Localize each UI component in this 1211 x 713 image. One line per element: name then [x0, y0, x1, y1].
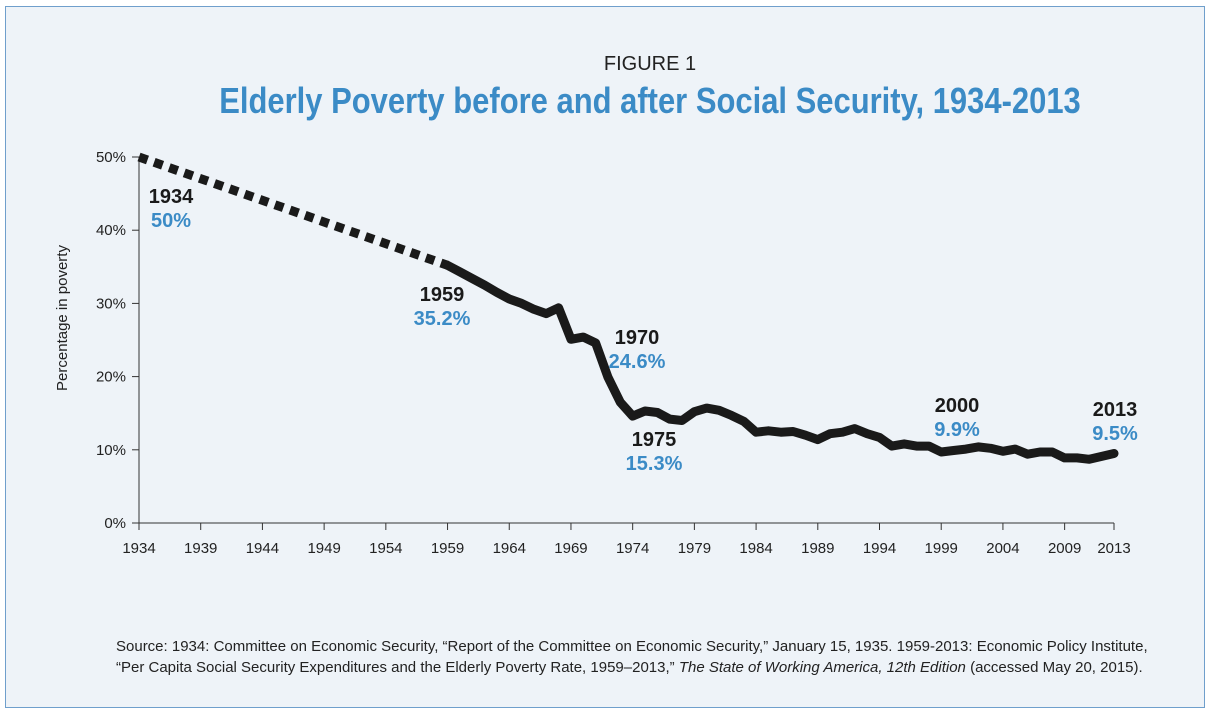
annotation-year: 2013 — [1093, 399, 1138, 421]
annotation-value: 24.6% — [609, 351, 666, 373]
x-tick-label: 1989 — [801, 540, 834, 557]
annotation-value: 50% — [151, 210, 191, 232]
annotation-value: 35.2% — [414, 308, 471, 330]
y-tick-label: 0% — [104, 515, 126, 532]
source-note: Source: 1934: Committee on Economic Secu… — [116, 636, 1156, 678]
annotation-year: 1970 — [615, 327, 660, 349]
series-line-solid — [448, 265, 1115, 459]
x-tick-label: 1979 — [678, 540, 711, 557]
x-tick-label: 1974 — [616, 540, 649, 557]
y-tick-label: 20% — [96, 369, 126, 386]
x-tick-label: 1954 — [369, 540, 402, 557]
source-text-end: (accessed May 20, 2015). — [966, 659, 1143, 676]
x-tick-label: 1969 — [554, 540, 587, 557]
y-tick-label: 40% — [96, 222, 126, 239]
y-tick-label: 50% — [96, 149, 126, 166]
annotation-year: 2000 — [935, 395, 980, 417]
annotation-value: 9.5% — [1092, 423, 1138, 445]
x-tick-label: 1964 — [493, 540, 526, 557]
x-tick-label: 2013 — [1097, 540, 1130, 557]
y-tick-label: 10% — [96, 442, 126, 459]
x-tick-label: 1999 — [925, 540, 958, 557]
source-italic-title: The State of Working America, 12th Editi… — [679, 659, 966, 676]
x-tick-label: 1934 — [122, 540, 155, 557]
x-tick-label: 2004 — [986, 540, 1019, 557]
annotation-year: 1975 — [632, 429, 677, 451]
y-axis-label: Percentage in poverty — [54, 245, 71, 391]
x-tick-label: 1994 — [863, 540, 896, 557]
x-tick-label: 1984 — [739, 540, 772, 557]
x-tick-label: 2009 — [1048, 540, 1081, 557]
annotation-year: 1959 — [420, 284, 465, 306]
x-tick-label: 1944 — [246, 540, 279, 557]
annotation-value: 9.9% — [934, 419, 980, 441]
x-tick-label: 1959 — [431, 540, 464, 557]
x-tick-label: 1939 — [184, 540, 217, 557]
annotation-layer: 193450%195935.2%197024.6%197515.3%20009.… — [149, 186, 1138, 475]
y-tick-label: 30% — [96, 295, 126, 312]
x-tick-label: 1949 — [307, 540, 340, 557]
annotation-year: 1934 — [149, 186, 194, 208]
annotation-value: 15.3% — [626, 453, 683, 475]
